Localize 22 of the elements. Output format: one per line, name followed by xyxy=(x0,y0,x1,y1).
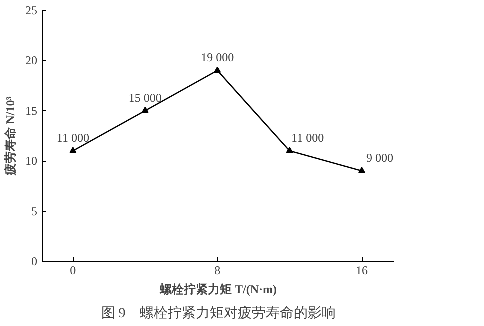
annotation: 9 000 xyxy=(366,151,394,166)
y-tick-label: 25 xyxy=(26,4,38,18)
y-tick-label: 10 xyxy=(26,154,38,168)
x-tick-label: 16 xyxy=(356,264,368,278)
annotation: 15 000 xyxy=(128,90,162,105)
annotation: 19 000 xyxy=(201,50,234,65)
annotation: 11 000 xyxy=(56,131,90,146)
point xyxy=(142,106,149,114)
annotation: 11 000 xyxy=(292,131,324,146)
y-tick-label: 5 xyxy=(32,204,38,218)
y-tick-label: 0 xyxy=(32,254,38,268)
y-axis-title: 疲劳寿命 N/10³ xyxy=(4,96,18,176)
point xyxy=(70,147,77,154)
x-tick-label: 8 xyxy=(214,264,221,278)
point xyxy=(214,66,222,73)
x-tick-label: 0 xyxy=(70,264,76,278)
x-axis-title: 螺栓拧紧力矩 T/(N·m) xyxy=(159,282,278,296)
point xyxy=(358,167,366,174)
y-tick-label: 15 xyxy=(26,104,38,118)
y-tick-label: 20 xyxy=(26,54,38,68)
text: 图 9 螺栓拧紧力矩对疲劳寿命的影响 xyxy=(101,306,336,322)
point xyxy=(286,147,294,154)
